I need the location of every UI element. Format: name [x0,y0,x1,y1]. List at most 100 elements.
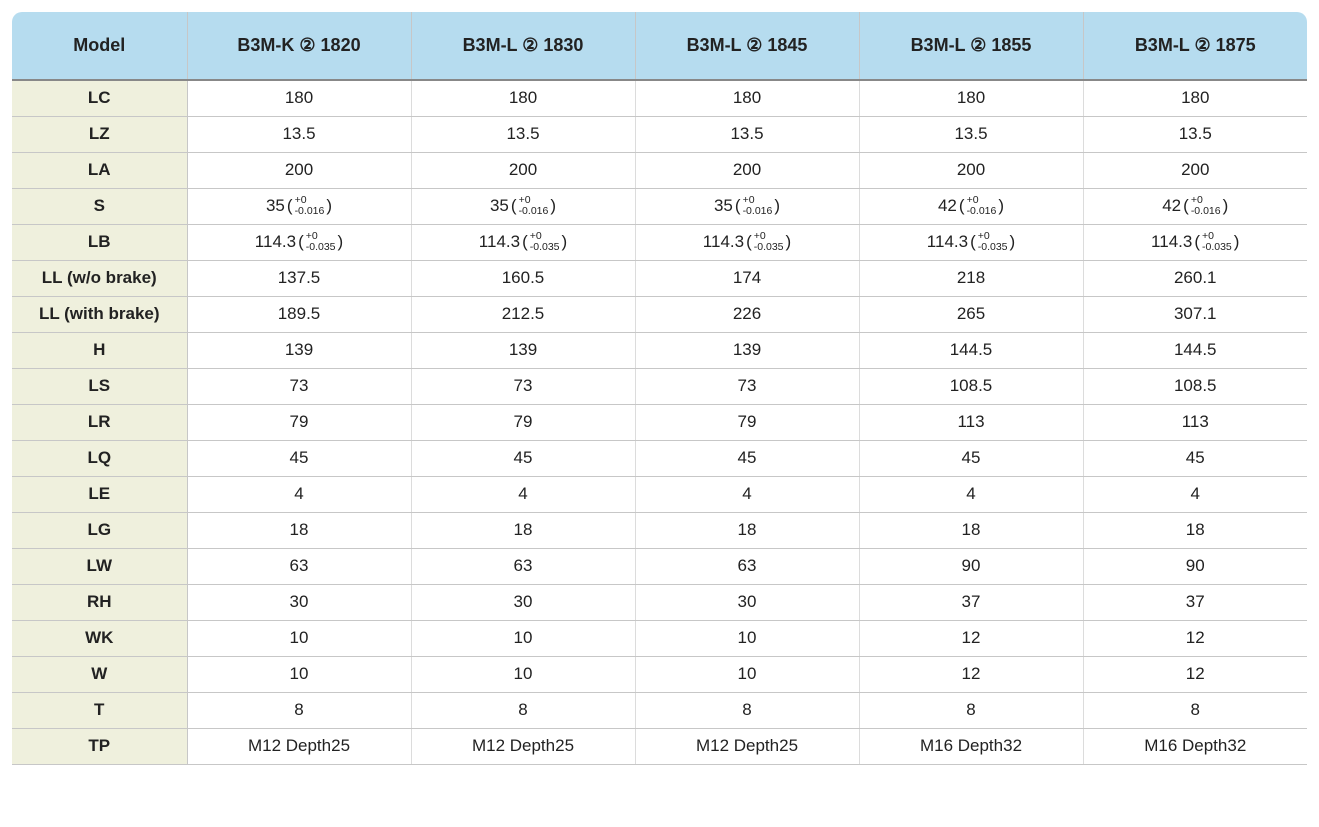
table-row: LG1818181818 [12,512,1307,548]
tol-lower: -0.016 [519,206,549,217]
tolerance-value: 114.3(+0-0.035) [255,231,343,253]
cell: 189.5 [187,296,411,332]
cell: 144.5 [1083,332,1307,368]
table-row: LL (with brake)189.5212.5226265307.1 [12,296,1307,332]
tol-lower: -0.016 [295,206,325,217]
tolerance-value: 35(+0-0.016) [714,195,780,217]
cell: 4 [859,476,1083,512]
row-label: LL (with brake) [12,296,187,332]
cell: 4 [635,476,859,512]
row-label: LC [12,80,187,116]
cell: 174 [635,260,859,296]
cell: 160.5 [411,260,635,296]
cell: 108.5 [1083,368,1307,404]
cell: 226 [635,296,859,332]
tol-base: 35 [266,196,285,216]
table-row: S35(+0-0.016)35(+0-0.016)35(+0-0.016)42(… [12,188,1307,224]
cell: 13.5 [411,116,635,152]
row-label: LZ [12,116,187,152]
table-row: LW6363639090 [12,548,1307,584]
cell: 79 [635,404,859,440]
tol-close-paren: ) [326,196,332,216]
cell: 10 [635,620,859,656]
tol-base: 114.3 [703,232,744,252]
tolerance-value: 114.3(+0-0.035) [703,231,791,253]
tol-lower: -0.016 [1191,206,1221,217]
cell: 18 [411,512,635,548]
cell: 18 [187,512,411,548]
table-row: H139139139144.5144.5 [12,332,1307,368]
cell: 114.3(+0-0.035) [635,224,859,260]
row-label: RH [12,584,187,620]
tolerance-value: 42(+0-0.016) [938,195,1004,217]
cell: 63 [635,548,859,584]
cell: 63 [187,548,411,584]
cell: 139 [187,332,411,368]
tol-base: 114.3 [479,232,520,252]
spec-table: Model B3M-K ② 1820 B3M-L ② 1830 B3M-L ② … [12,12,1307,765]
tol-lower: -0.035 [754,242,784,253]
cell: 218 [859,260,1083,296]
tol-lower: -0.035 [978,242,1008,253]
cell: 45 [859,440,1083,476]
table-row: W1010101212 [12,656,1307,692]
tol-lower: -0.035 [1202,242,1232,253]
tol-open-paren: ( [1194,232,1200,252]
cell: 180 [635,80,859,116]
table-row: LS737373108.5108.5 [12,368,1307,404]
cell: 10 [411,620,635,656]
tol-stack: +0-0.035 [306,231,336,253]
cell: M16 Depth32 [1083,728,1307,764]
cell: 8 [635,692,859,728]
cell: 37 [1083,584,1307,620]
row-label: LS [12,368,187,404]
row-label: S [12,188,187,224]
cell: 114.3(+0-0.035) [859,224,1083,260]
cell: 113 [859,404,1083,440]
cell: 212.5 [411,296,635,332]
cell: 139 [635,332,859,368]
cell: 113 [1083,404,1307,440]
cell: 42(+0-0.016) [1083,188,1307,224]
cell: 45 [1083,440,1307,476]
tol-close-paren: ) [338,232,344,252]
row-label: LL (w/o brake) [12,260,187,296]
tol-open-paren: ( [298,232,304,252]
tol-stack: +0-0.035 [754,231,784,253]
tol-stack: +0-0.016 [1191,195,1221,217]
cell: 45 [635,440,859,476]
cell: 200 [1083,152,1307,188]
row-label: H [12,332,187,368]
cell: 180 [1083,80,1307,116]
header-model-0: B3M-K ② 1820 [187,12,411,80]
tol-stack: +0-0.016 [743,195,773,217]
cell: 13.5 [1083,116,1307,152]
cell: M16 Depth32 [859,728,1083,764]
tol-close-paren: ) [562,232,568,252]
tol-close-paren: ) [550,196,556,216]
tolerance-value: 114.3(+0-0.035) [479,231,567,253]
cell: 108.5 [859,368,1083,404]
tol-stack: +0-0.035 [1202,231,1232,253]
cell: 4 [411,476,635,512]
tolerance-value: 114.3(+0-0.035) [927,231,1015,253]
tolerance-value: 42(+0-0.016) [1162,195,1228,217]
cell: 37 [859,584,1083,620]
cell: 307.1 [1083,296,1307,332]
row-label: LR [12,404,187,440]
tol-base: 35 [714,196,733,216]
cell: 12 [1083,620,1307,656]
tol-open-paren: ( [735,196,741,216]
cell: 137.5 [187,260,411,296]
tol-stack: +0-0.016 [295,195,325,217]
cell: 90 [859,548,1083,584]
cell: 35(+0-0.016) [411,188,635,224]
cell: 45 [187,440,411,476]
cell: 45 [411,440,635,476]
header-model-3: B3M-L ② 1855 [859,12,1083,80]
row-label: LA [12,152,187,188]
cell: 90 [1083,548,1307,584]
tolerance-value: 35(+0-0.016) [490,195,556,217]
tol-open-paren: ( [959,196,965,216]
table-row: LA200200200200200 [12,152,1307,188]
